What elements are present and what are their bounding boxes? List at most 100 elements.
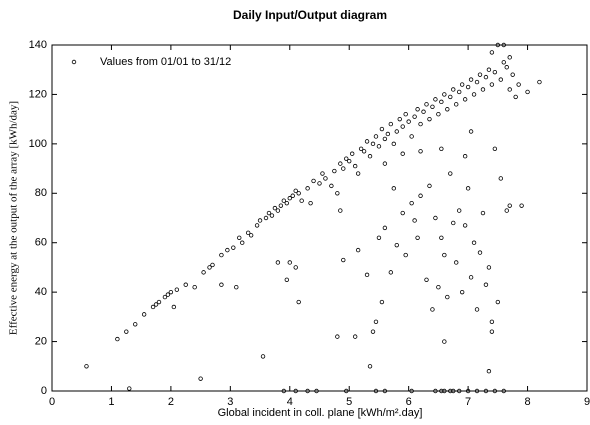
x-tick-label: 3 <box>227 396 233 408</box>
y-axis-label: Effective energy at the output of the ar… <box>8 101 20 335</box>
point <box>439 99 444 105</box>
point <box>510 72 515 77</box>
point <box>456 89 462 95</box>
point <box>361 149 367 154</box>
point <box>344 156 349 161</box>
point <box>367 154 373 159</box>
point <box>133 322 138 327</box>
y-tick-label: 120 <box>29 88 47 100</box>
point <box>382 388 388 394</box>
point <box>275 208 281 213</box>
point <box>439 235 444 240</box>
point <box>373 319 379 324</box>
point <box>162 294 168 300</box>
point <box>451 87 456 92</box>
point <box>433 97 438 102</box>
point <box>537 79 542 85</box>
point <box>156 299 162 305</box>
point <box>245 230 251 236</box>
point <box>174 287 180 292</box>
point <box>355 247 361 253</box>
point <box>519 203 524 208</box>
point <box>335 191 340 196</box>
point <box>501 60 506 65</box>
point <box>400 210 405 216</box>
x-tick-label: 2 <box>168 396 174 408</box>
point <box>495 299 501 305</box>
point <box>397 116 402 122</box>
point <box>439 146 444 151</box>
point <box>448 388 453 394</box>
point <box>344 388 349 394</box>
point <box>504 208 509 213</box>
point <box>442 252 447 258</box>
point <box>201 270 206 275</box>
point <box>281 198 287 203</box>
point <box>394 242 399 248</box>
point <box>418 121 423 127</box>
point <box>225 247 230 253</box>
point <box>382 136 388 142</box>
point <box>254 223 260 228</box>
point <box>219 282 224 287</box>
point <box>370 141 376 147</box>
point <box>305 186 310 191</box>
x-tick-label: 6 <box>406 396 412 408</box>
point <box>290 193 295 198</box>
point <box>409 134 414 139</box>
point <box>474 388 480 394</box>
point <box>370 329 376 334</box>
point <box>442 339 447 344</box>
point <box>165 292 171 297</box>
point <box>489 329 495 334</box>
point <box>338 208 343 213</box>
point <box>462 223 468 228</box>
point <box>516 82 521 87</box>
y-tick-label: 140 <box>29 39 47 51</box>
point <box>352 334 358 339</box>
point <box>459 289 465 295</box>
point <box>409 200 414 206</box>
point <box>275 260 281 265</box>
point <box>474 307 480 312</box>
point <box>418 149 423 154</box>
point <box>385 131 391 137</box>
point <box>424 102 429 107</box>
point <box>513 94 518 100</box>
point <box>269 213 275 218</box>
point <box>448 171 453 176</box>
point <box>127 386 132 391</box>
point <box>376 235 382 240</box>
point <box>445 294 450 300</box>
point <box>284 200 290 206</box>
point <box>480 210 486 216</box>
point <box>418 193 423 198</box>
point <box>495 42 501 48</box>
point <box>507 203 512 208</box>
y-tick-label: 0 <box>41 385 47 397</box>
point <box>287 196 292 201</box>
point <box>388 270 394 275</box>
point <box>448 94 453 100</box>
point <box>459 82 465 87</box>
point <box>168 289 174 295</box>
point <box>355 171 361 176</box>
point <box>504 65 509 70</box>
point <box>358 146 364 151</box>
point <box>507 55 512 60</box>
point <box>278 203 284 208</box>
point <box>498 176 504 181</box>
point <box>436 285 441 290</box>
plot-frame <box>51 44 588 392</box>
point <box>382 225 388 231</box>
point <box>501 388 506 394</box>
point <box>141 312 147 317</box>
y-tick-label: 80 <box>35 187 47 199</box>
x-tick-label: 1 <box>108 396 114 408</box>
point <box>507 87 512 92</box>
point <box>115 336 120 342</box>
point <box>335 334 340 339</box>
point <box>240 240 245 245</box>
point <box>364 139 370 144</box>
point <box>430 104 435 109</box>
